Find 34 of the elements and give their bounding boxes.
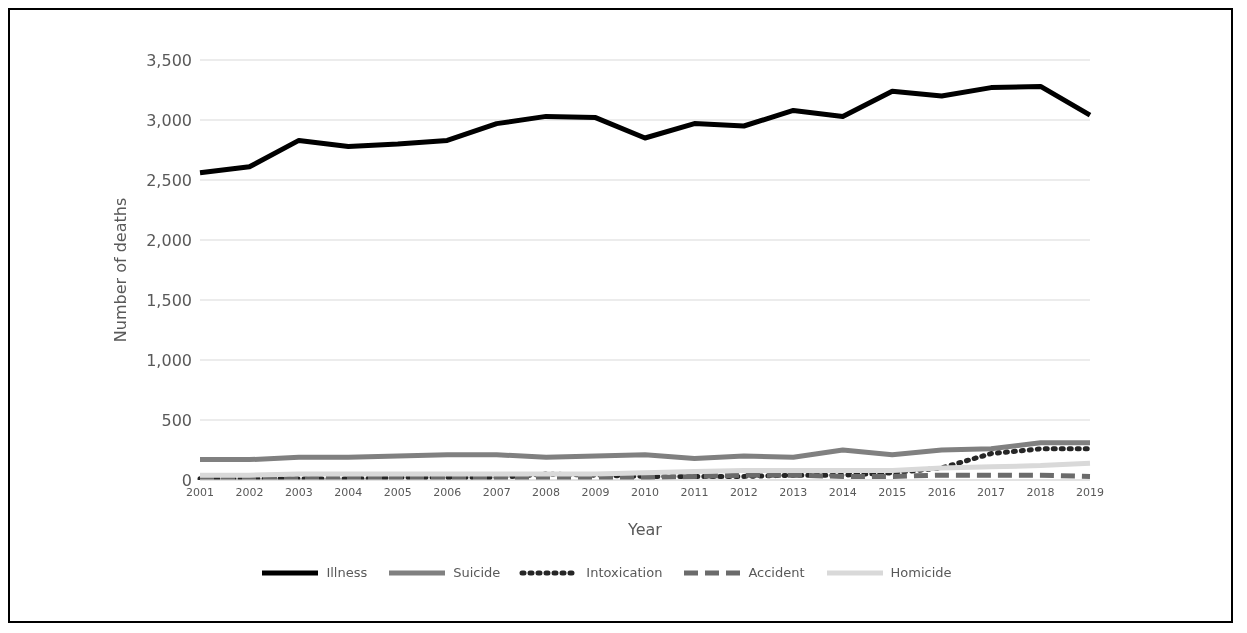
x-tick-label: 2013	[779, 485, 808, 499]
x-axis-title: Year	[627, 520, 663, 539]
x-tick-label: 2002	[235, 485, 264, 499]
x-tick-label: 2017	[977, 485, 1006, 499]
legend-label: Accident	[747, 565, 805, 580]
x-tick-label: 2001	[186, 485, 214, 499]
legend-label: Suicide	[452, 565, 501, 580]
x-tick-label: 2009	[581, 485, 610, 499]
x-tick-label: 2014	[828, 485, 857, 499]
x-tick-label: 2008	[532, 485, 561, 499]
legend-label: Illness	[325, 565, 368, 580]
x-tick-label: 2005	[383, 485, 412, 499]
x-tick-label: 2006	[433, 485, 462, 499]
legend-label: Homicide	[889, 565, 952, 580]
y-tick-label: 2,500	[146, 170, 192, 190]
x-tick-label: 2010	[631, 485, 659, 499]
x-tick-label: 2015	[878, 485, 907, 499]
x-tick-label: 2004	[334, 485, 363, 499]
x-tick-label: 2019	[1076, 485, 1104, 499]
y-tick-label: 3,000	[146, 110, 192, 130]
y-tick-label: 1,000	[146, 350, 192, 370]
y-tick-label: 1,500	[146, 290, 192, 310]
x-tick-label: 2012	[729, 485, 758, 499]
x-tick-label: 2003	[284, 485, 313, 499]
x-tick-label: 2018	[1026, 485, 1055, 499]
y-axis-title: Number of deaths	[110, 197, 130, 343]
x-tick-label: 2011	[680, 485, 709, 499]
legend-label: Intoxication	[585, 565, 663, 580]
y-tick-label: 500	[161, 410, 192, 430]
x-tick-label: 2007	[482, 485, 511, 499]
y-tick-label: 2,000	[146, 230, 192, 250]
frame: Illness Suicide Intoxication Accident Homicide 2001 2002 2003 2004 2005 2006 2007 2008 2009 2010 2011 2012 2013 2014 2015 2016 2017 2018 2019 Year 0 500 1,000 1,500 2,000 2,500 3,000 3,500 Number of deaths	[8, 8, 1233, 623]
x-tick-label: 2016	[927, 485, 956, 499]
y-tick-label: 3,500	[146, 50, 192, 70]
